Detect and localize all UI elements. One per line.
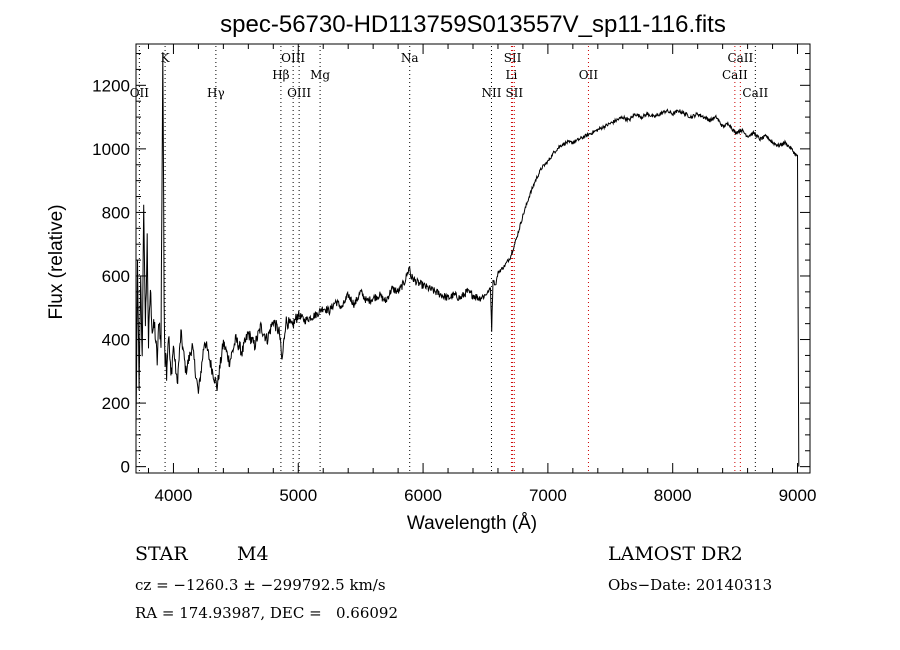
- line-marker-label: Mg: [310, 68, 330, 82]
- x-tick-label: 5000: [279, 486, 317, 505]
- line-marker-label: CaII: [727, 51, 753, 65]
- axes: 4000 5000 6000 7000 8000 9000 0 200 400 600 800 100…: [92, 43, 817, 505]
- x-tick-label: 7000: [529, 486, 567, 505]
- y-tick-label: 200: [102, 394, 130, 413]
- x-tick-label: 9000: [779, 486, 817, 505]
- line-marker-label: CaII: [742, 86, 768, 100]
- line-marker-label: OIII: [281, 51, 305, 65]
- line-marker-label: OII: [579, 68, 599, 82]
- object-subclass: M4: [237, 543, 269, 565]
- plot-frame: [135, 43, 811, 474]
- coordinates: RA = 174.93987, DEC = 0.66092: [135, 604, 399, 622]
- y-tick-label: 1000: [92, 140, 130, 159]
- y-axis-label: Flux (relative): [46, 204, 67, 319]
- line-marker-label: CaII: [722, 68, 748, 82]
- line-marker-label: Hβ: [272, 68, 289, 82]
- chart-title: spec-56730-HD113759S013557V_sp11-116.fit…: [220, 11, 726, 38]
- y-tick-label: 1200: [92, 76, 130, 95]
- y-tick-label: 400: [102, 331, 130, 350]
- y-tick-label: 600: [102, 267, 130, 286]
- spectrum-series: [135, 52, 800, 467]
- x-axis-label: Wavelength (Å): [407, 513, 537, 534]
- y-tick-label: 0: [121, 458, 130, 477]
- spectrum-line: [135, 52, 800, 467]
- x-tick-label: 6000: [404, 486, 442, 505]
- object-type: STAR: [135, 543, 188, 565]
- survey-name: LAMOST DR2: [608, 543, 743, 565]
- line-marker-label: K: [161, 51, 171, 65]
- line-marker-label: SII: [505, 86, 523, 100]
- line-markers: K OII Hγ Hβ OIII OIII Mg Na NII SII Li SII OII CaII Ca…: [130, 46, 768, 473]
- line-marker-label: SII: [504, 51, 522, 65]
- line-marker-label: OII: [130, 86, 150, 100]
- line-marker-label: OIII: [287, 86, 311, 100]
- line-marker-label: Na: [401, 51, 419, 65]
- x-tick-label: 8000: [654, 486, 692, 505]
- x-tick-label: 4000: [155, 486, 193, 505]
- obs-date: Obs−Date: 20140313: [608, 576, 773, 594]
- redshift-info: cz = −1260.3 ± −299792.5 km/s: [135, 576, 386, 594]
- y-tick-label: 800: [102, 203, 130, 222]
- line-marker-label: Hγ: [207, 86, 225, 100]
- line-marker-label: NII: [481, 86, 501, 100]
- line-marker-label: Li: [506, 68, 518, 82]
